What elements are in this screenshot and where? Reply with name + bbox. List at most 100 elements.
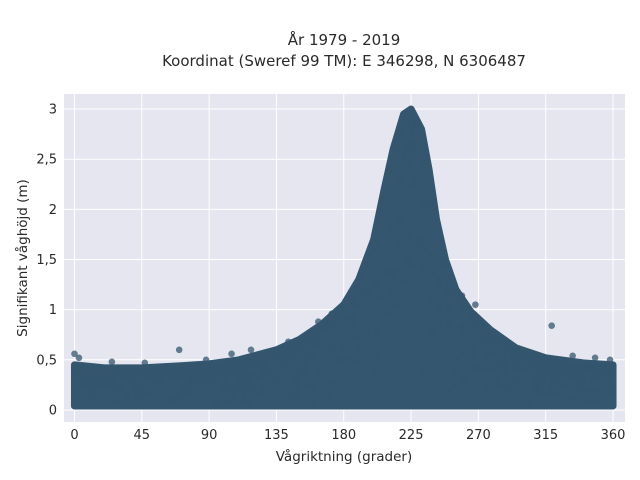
scatter-point [504,385,511,392]
scatter-point [337,345,345,352]
scatter-point [123,391,131,398]
scatter-point [277,362,285,370]
scatter-point [602,362,610,369]
scatter-point [311,384,319,392]
scatter-point [235,370,243,377]
scatter-point [430,265,437,273]
scatter-point [356,276,364,283]
scatter-point [414,237,422,244]
scatter-point [291,364,299,372]
scatter-point [363,344,370,352]
scatter-point [227,392,235,400]
scatter-point [442,360,449,367]
scatter-point [379,193,387,200]
scatter-point [419,173,426,181]
scatter-point [543,367,550,375]
scatter-point-outlier [591,354,599,362]
scatter-point [453,356,460,363]
scatter-point [168,396,175,404]
scatter-point [182,363,189,371]
scatter-point [445,316,453,324]
scatter-point [363,261,370,269]
scatter-point [409,130,416,138]
y-tick-label: 1 [49,303,57,318]
scatter-point [421,236,428,244]
scatter-point [375,237,382,245]
scatter-point [405,145,413,152]
chart-title-line-2: Koordinat (Sweref 99 TM): E 346298, N 63… [162,52,526,70]
scatter-point [410,173,418,181]
scatter-point [576,375,583,382]
scatter-point [513,392,521,400]
scatter-point [351,389,358,396]
scatter-point [368,305,375,313]
scatter-point [142,370,149,377]
scatter-point [392,140,399,148]
scatter-point-outlier [524,348,532,356]
scatter-point [578,363,585,371]
scatter-point-outlier [515,350,523,358]
scatter-point [110,388,117,396]
scatter-point [420,145,427,153]
scatter-point [316,325,323,332]
scatter-point [391,273,398,281]
scatter-point [89,383,97,390]
scatter-point [553,390,560,397]
scatter-point [442,260,449,267]
scatter-point [346,353,353,361]
scatter-point [482,380,489,388]
scatter-point [186,381,193,389]
scatter-point [424,163,431,170]
scatter-point [307,330,314,337]
y-tick-label: 0,5 [36,353,57,368]
scatter-point [82,378,89,385]
scatter-point [466,357,473,365]
scatter-point [271,365,279,372]
scatter-point [446,385,454,393]
scatter-point [531,366,539,373]
scatter-point [451,313,458,321]
scatter-point [369,241,376,248]
scatter-point-outlier [315,318,322,325]
scatter-point [133,371,141,378]
scatter-point [364,287,371,294]
scatter-point-outlier [141,359,149,367]
scatter-point [186,389,193,397]
scatter-point [495,337,503,345]
scatter-point [177,366,184,373]
scatter-point [450,381,458,388]
scatter-point [606,375,613,383]
scatter-point [92,365,99,372]
scatter-point [421,183,429,191]
scatter-point [435,231,443,239]
scatter-point [435,281,442,288]
scatter-point [318,374,326,381]
x-tick-label: 225 [399,428,424,443]
scatter-point [210,401,217,408]
scatter-point [408,181,416,189]
scatter-point [436,238,444,245]
scatter-point [487,346,495,354]
scatter-point [269,359,277,366]
scatter-point [331,357,338,364]
scatter-point [351,358,359,365]
scatter-point [370,369,377,377]
scatter-point [102,364,109,372]
scatter-point [181,385,189,392]
scatter-point [517,364,524,372]
scatter-point [609,384,617,391]
y-tick-label: 2,5 [36,153,57,168]
scatter-point-outlier [606,356,614,364]
scatter-point [386,288,394,295]
scatter-point [264,351,271,359]
scatter-point-outlier [472,301,479,308]
scatter-point [463,380,470,388]
scatter-point [549,369,556,376]
scatter-point [347,334,354,341]
scatter-point [131,365,138,373]
scatter-point [418,266,425,273]
scatter-point [558,379,565,387]
scatter-point-outlier [458,292,466,299]
scatter-point [78,373,85,380]
